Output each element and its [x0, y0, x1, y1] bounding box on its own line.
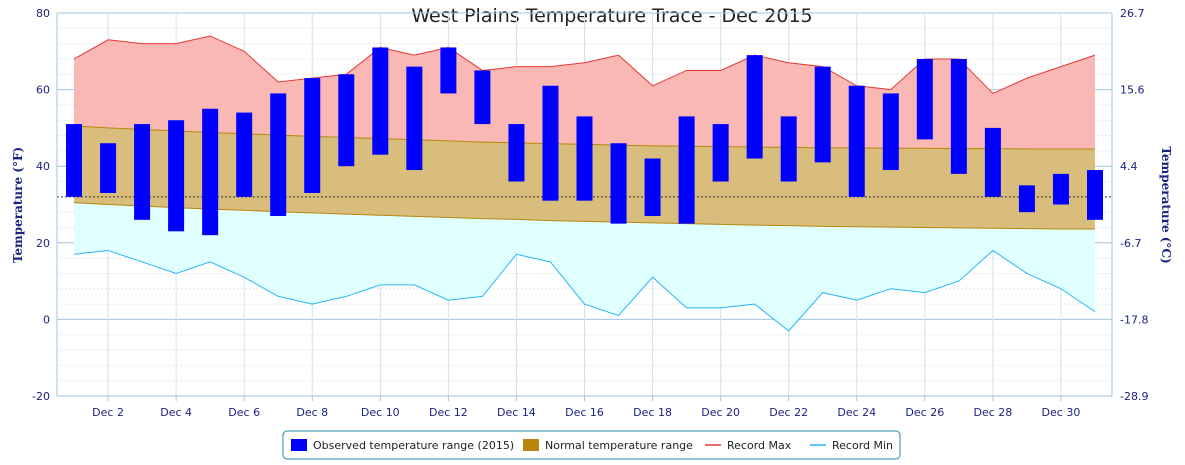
x-tick-label: Dec 24 — [837, 406, 876, 419]
observed-range-bar — [712, 124, 729, 182]
observed-range-bar — [814, 66, 831, 163]
x-tick-label: Dec 10 — [361, 406, 400, 419]
x-tick-label: Dec 8 — [296, 406, 328, 419]
legend-label: Record Max — [727, 439, 792, 452]
observed-range-bar — [440, 47, 457, 94]
observed-range-bar — [100, 143, 117, 194]
y-tick-label-right: 26.7 — [1120, 7, 1145, 20]
y-tick-label-right: 15.6 — [1120, 84, 1145, 97]
y-tick-label-right: -6.7 — [1120, 237, 1141, 250]
observed-range-bar — [746, 55, 763, 159]
chart-title: West Plains Temperature Trace - Dec 2015 — [411, 5, 812, 27]
record-max-band — [74, 35, 1095, 149]
observed-range-bar — [984, 127, 1001, 197]
normal-low-line — [73, 202, 1095, 230]
observed-range-bar — [338, 74, 355, 167]
x-tick-label: Dec 14 — [497, 406, 536, 419]
legend-label: Normal temperature range — [545, 439, 693, 452]
legend-swatch — [523, 439, 539, 451]
observed-range-bar — [406, 66, 423, 171]
plot-area: -20 0 20 40 60 80 26.7 15.6 4.4 -6.7 -17.8 -28.9 Dec… — [32, 7, 1148, 419]
observed-range-bar — [848, 85, 865, 197]
y-axis-title-left: Temperature (°F) — [11, 147, 25, 263]
y-tick-label-left: 80 — [36, 7, 50, 20]
y-tick-label-left: 60 — [36, 84, 50, 97]
observed-range-bar — [576, 116, 593, 201]
x-tick-label: Dec 26 — [905, 406, 944, 419]
x-tick-label: Dec 28 — [973, 406, 1012, 419]
x-tick-label: Dec 18 — [633, 406, 672, 419]
x-tick-label: Dec 2 — [92, 406, 124, 419]
y-tick-label-right: 4.4 — [1120, 160, 1138, 173]
observed-range-bar — [236, 112, 253, 197]
legend-swatch — [291, 439, 307, 451]
observed-range-bar — [304, 78, 321, 194]
observed-range-bar — [134, 124, 151, 220]
legend-label: Record Min — [832, 439, 893, 452]
observed-range-bar — [780, 116, 797, 182]
observed-range-bar — [372, 47, 389, 155]
observed-range-bar — [644, 158, 661, 216]
y-tick-label-left: 0 — [43, 313, 50, 326]
legend-label: Observed temperature range (2015) — [313, 439, 514, 452]
observed-range-bar — [882, 93, 899, 171]
y-axis-title-right: Temperature (°C) — [1159, 146, 1173, 263]
record-min-band — [74, 202, 1095, 331]
x-tick-label: Dec 4 — [160, 406, 192, 419]
legend-box — [282, 430, 901, 460]
observed-range-bar — [950, 58, 967, 174]
x-tick-label: Dec 20 — [701, 406, 740, 419]
observed-range-bar — [1018, 185, 1035, 213]
y-tick-label-right: -28.9 — [1120, 390, 1148, 403]
observed-range-bar — [66, 124, 83, 197]
observed-range-bar — [916, 58, 933, 140]
observed-range-bar — [474, 70, 491, 125]
legend: Observed temperature range (2015) Normal … — [282, 430, 901, 460]
x-tick-label: Dec 6 — [228, 406, 260, 419]
observed-range-bar — [202, 108, 219, 236]
y-tick-label-left: 20 — [36, 237, 50, 250]
x-tick-label: Dec 12 — [429, 406, 468, 419]
observed-range-bar — [168, 120, 185, 232]
observed-range-bar — [1086, 170, 1103, 220]
observed-range-bar — [270, 93, 287, 216]
y-tick-label-left: -20 — [32, 390, 50, 403]
observed-range-bar — [1052, 173, 1069, 205]
record-min-line — [73, 249, 1096, 332]
x-tick-label: Dec 16 — [565, 406, 604, 419]
x-tick-label: Dec 30 — [1042, 406, 1081, 419]
observed-range-bar — [508, 124, 525, 182]
observed-range-bar — [678, 116, 695, 224]
y-tick-label-left: 40 — [36, 160, 50, 173]
y-tick-label-right: -17.8 — [1120, 313, 1148, 326]
observed-range-bar — [542, 85, 559, 201]
x-tick-label: Dec 22 — [769, 406, 808, 419]
observed-range-bar — [610, 143, 627, 224]
